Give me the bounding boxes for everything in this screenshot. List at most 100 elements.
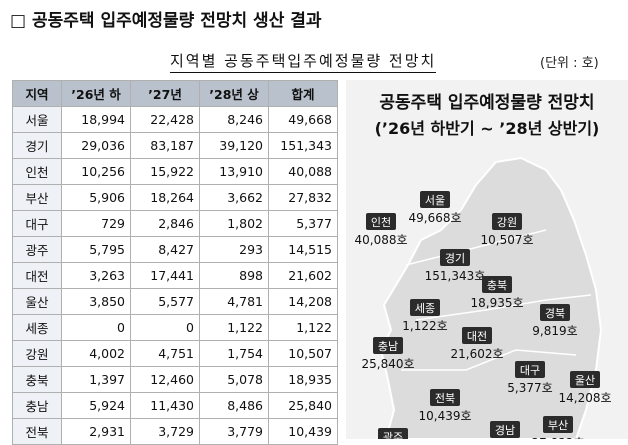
cell: 49,668 xyxy=(268,106,338,133)
cell: 18,264 xyxy=(130,184,200,211)
region-badge xyxy=(540,304,570,321)
cell: 14,208 xyxy=(268,288,338,315)
region-name: 경기 xyxy=(445,252,465,265)
cell: 4,751 xyxy=(130,340,200,367)
region-value: 18,935호 xyxy=(470,296,523,310)
region-badge xyxy=(410,299,440,316)
cell: 5,078 xyxy=(199,366,269,393)
region-name: 충남 xyxy=(378,340,398,353)
cell: 2,931 xyxy=(61,418,131,445)
cell: 10,507 xyxy=(268,340,338,367)
cell: 1,754 xyxy=(199,340,269,367)
region-badge xyxy=(462,327,492,344)
cell: 151,343 xyxy=(268,132,338,159)
region-cell: 충남 xyxy=(12,392,62,419)
cell: 10,256 xyxy=(61,158,131,185)
region-name: 경북 xyxy=(545,307,565,320)
cell: 21,602 xyxy=(268,262,338,289)
cell: 898 xyxy=(199,262,269,289)
region-cell: 경기 xyxy=(12,132,62,159)
row: 서울 18,994 22,428 8,246 49,668 xyxy=(12,106,338,133)
cell: 11,430 xyxy=(130,392,200,419)
region-badge xyxy=(366,213,396,230)
cell: 0 xyxy=(130,314,200,341)
column-header: 지역 xyxy=(12,80,62,107)
cell: 1,397 xyxy=(61,366,131,393)
row: 세종 0 0 1,122 1,122 xyxy=(12,314,338,341)
region-cell: 세종 xyxy=(12,314,62,341)
region-value: 10,507호 xyxy=(480,233,533,247)
region-name: 인천 xyxy=(371,215,391,229)
cell: 4,002 xyxy=(61,340,131,367)
region-value: 40,088호 xyxy=(354,233,407,247)
row: 광주 5,795 8,427 293 14,515 xyxy=(12,236,338,263)
row: 강원 4,002 4,751 1,754 10,507 xyxy=(12,340,338,367)
region-cell: 강원 xyxy=(12,340,62,367)
cell: 1,802 xyxy=(199,210,269,237)
subtitle: 지역별 공동주택입주예정물량 전망치 xyxy=(170,50,437,73)
cell: 1,122 xyxy=(199,314,269,341)
region-cell: 인천 xyxy=(12,158,62,185)
map-title: 공동주택 입주예정물량 전망치 xyxy=(379,93,594,113)
cell: 293 xyxy=(199,236,269,263)
cell: 8,246 xyxy=(199,106,269,133)
region-cell: 대구 xyxy=(12,210,62,237)
cell: 2,846 xyxy=(130,210,200,237)
region-value: 151,343호 xyxy=(425,269,486,283)
region-name: 광주 xyxy=(383,431,403,439)
region-name: 부산 xyxy=(548,419,568,432)
row: 전북 2,931 3,729 3,779 10,439 xyxy=(12,418,338,445)
region-badge xyxy=(373,337,403,354)
cell: 3,779 xyxy=(199,418,269,445)
cell: 15,922 xyxy=(130,158,200,185)
header-row: 지역 ’26년 하 ’27년 ’28년 상 합계 xyxy=(12,80,338,107)
cell: 18,935 xyxy=(268,366,338,393)
row: 대구 729 2,846 1,802 5,377 xyxy=(12,210,338,237)
cell: 83,187 xyxy=(130,132,200,159)
map: 공동주택 입주예정물량 전망치 (’26년 하반기 ~ ’28년 상반기) 서울 49… xyxy=(346,80,628,439)
column-header: ’27년 xyxy=(130,80,200,107)
cell: 12,460 xyxy=(130,366,200,393)
region-name: 대전 xyxy=(467,330,487,343)
cell: 27,832 xyxy=(268,184,338,211)
cell: 8,486 xyxy=(199,392,269,419)
row: 경기 29,036 83,187 39,120 151,343 xyxy=(12,132,338,159)
region-cell: 광주 xyxy=(12,236,62,263)
cell: 29,036 xyxy=(61,132,131,159)
column-header: ’26년 하 xyxy=(61,80,131,107)
region-name: 강원 xyxy=(497,216,517,229)
row: 충북 1,397 12,460 5,078 18,935 xyxy=(12,366,338,393)
table: 지역 ’26년 하 ’27년 ’28년 상 합계 서울 18,994 22,428 8,246 4… xyxy=(12,80,338,445)
cell: 13,910 xyxy=(199,158,269,185)
region-cell: 부산 xyxy=(12,184,62,211)
region-value: 27,832호 xyxy=(531,436,584,439)
cell: 22,428 xyxy=(130,106,200,133)
region-cell: 서울 xyxy=(12,106,62,133)
unit: (단위 : 호) xyxy=(540,56,599,71)
region-cell: 대전 xyxy=(12,262,62,289)
row: 충남 5,924 11,430 8,486 25,840 xyxy=(12,392,338,419)
cell: 3,729 xyxy=(130,418,200,445)
cell: 0 xyxy=(61,314,131,341)
cell: 5,924 xyxy=(61,392,131,419)
cell: 17,441 xyxy=(130,262,200,289)
row: 인천 10,256 15,922 13,910 40,088 xyxy=(12,158,338,185)
region-badge xyxy=(430,389,460,406)
cell: 39,120 xyxy=(199,132,269,159)
region-borders xyxy=(401,229,592,371)
cell: 40,088 xyxy=(268,158,338,185)
cell: 5,906 xyxy=(61,184,131,211)
region-name: 충북 xyxy=(487,279,507,292)
region-value: 10,439호 xyxy=(418,409,471,423)
row: 부산 5,906 18,264 3,662 27,832 xyxy=(12,184,338,211)
region-badge xyxy=(543,416,573,433)
region-value: 5,377호 xyxy=(507,381,552,395)
row: 울산 3,850 5,577 4,781 14,208 xyxy=(12,288,338,315)
region-cell: 울산 xyxy=(12,288,62,315)
region-badge xyxy=(492,213,522,230)
region-badge xyxy=(490,421,520,438)
region-name: 경남 xyxy=(495,424,515,437)
region-name: 대구 xyxy=(520,364,540,377)
cell: 729 xyxy=(61,210,131,237)
